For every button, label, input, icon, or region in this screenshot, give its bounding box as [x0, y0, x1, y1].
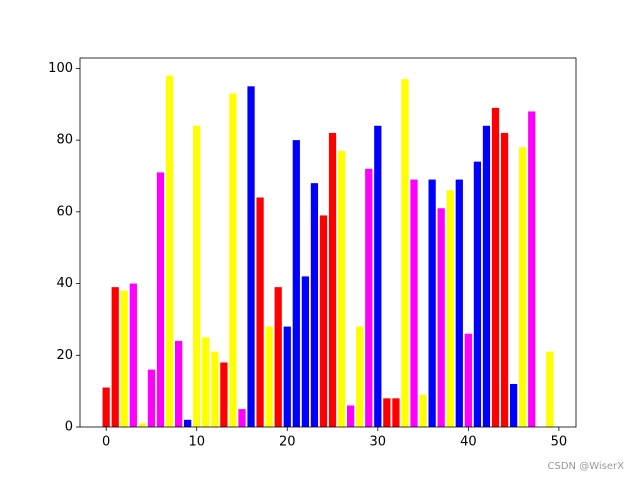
bar — [193, 125, 201, 427]
bar — [229, 93, 237, 427]
x-tick-label: 40 — [460, 435, 477, 450]
bar — [120, 290, 128, 427]
x-tick-label: 10 — [188, 435, 205, 450]
bar — [455, 179, 463, 427]
bar — [202, 337, 210, 427]
bar — [256, 197, 264, 427]
x-tick-label: 20 — [279, 435, 296, 450]
y-tick-label: 0 — [65, 420, 73, 435]
bar — [174, 340, 183, 427]
bar — [337, 150, 346, 427]
x-tick-label: 0 — [102, 435, 110, 450]
bar — [464, 333, 472, 427]
bar — [319, 215, 328, 427]
bar — [138, 423, 147, 427]
bar — [310, 183, 319, 427]
bar — [147, 369, 156, 427]
x-tick-label: 30 — [370, 435, 387, 450]
bar — [283, 326, 291, 427]
bar — [274, 287, 282, 427]
bar — [184, 419, 192, 427]
y-tick-label: 100 — [48, 61, 73, 76]
bar — [437, 208, 445, 427]
bar — [509, 383, 518, 427]
bar — [500, 132, 509, 428]
bar — [347, 405, 355, 427]
y-tick-label: 40 — [56, 276, 73, 291]
bar — [238, 409, 246, 427]
bar — [102, 387, 110, 427]
bar — [301, 276, 309, 427]
x-tick-label: 50 — [551, 435, 568, 450]
bar — [528, 111, 536, 427]
bar — [220, 362, 228, 427]
plot-frame — [79, 57, 577, 428]
bar — [473, 161, 482, 428]
bar — [446, 190, 454, 427]
bar — [356, 326, 364, 427]
y-tick-label: 60 — [56, 204, 73, 219]
bar — [491, 107, 500, 427]
bar — [374, 125, 382, 427]
bar — [129, 283, 137, 427]
bar — [410, 179, 418, 427]
bar — [401, 79, 409, 427]
bar — [365, 168, 373, 427]
bar — [482, 125, 491, 427]
y-tick-label: 80 — [56, 133, 73, 148]
bar — [428, 179, 436, 427]
bar — [156, 172, 165, 427]
bar — [383, 398, 391, 427]
y-tick-label: 20 — [56, 348, 73, 363]
bar — [165, 75, 174, 428]
watermark: CSDN @WiserX — [548, 461, 625, 472]
bar — [519, 147, 527, 427]
bar — [111, 287, 119, 427]
bar — [328, 132, 337, 428]
bar — [546, 351, 554, 427]
bar — [247, 86, 255, 428]
bar — [292, 140, 300, 427]
bar — [392, 398, 400, 427]
bar — [419, 394, 427, 427]
bar — [265, 326, 273, 427]
bar — [211, 351, 219, 427]
